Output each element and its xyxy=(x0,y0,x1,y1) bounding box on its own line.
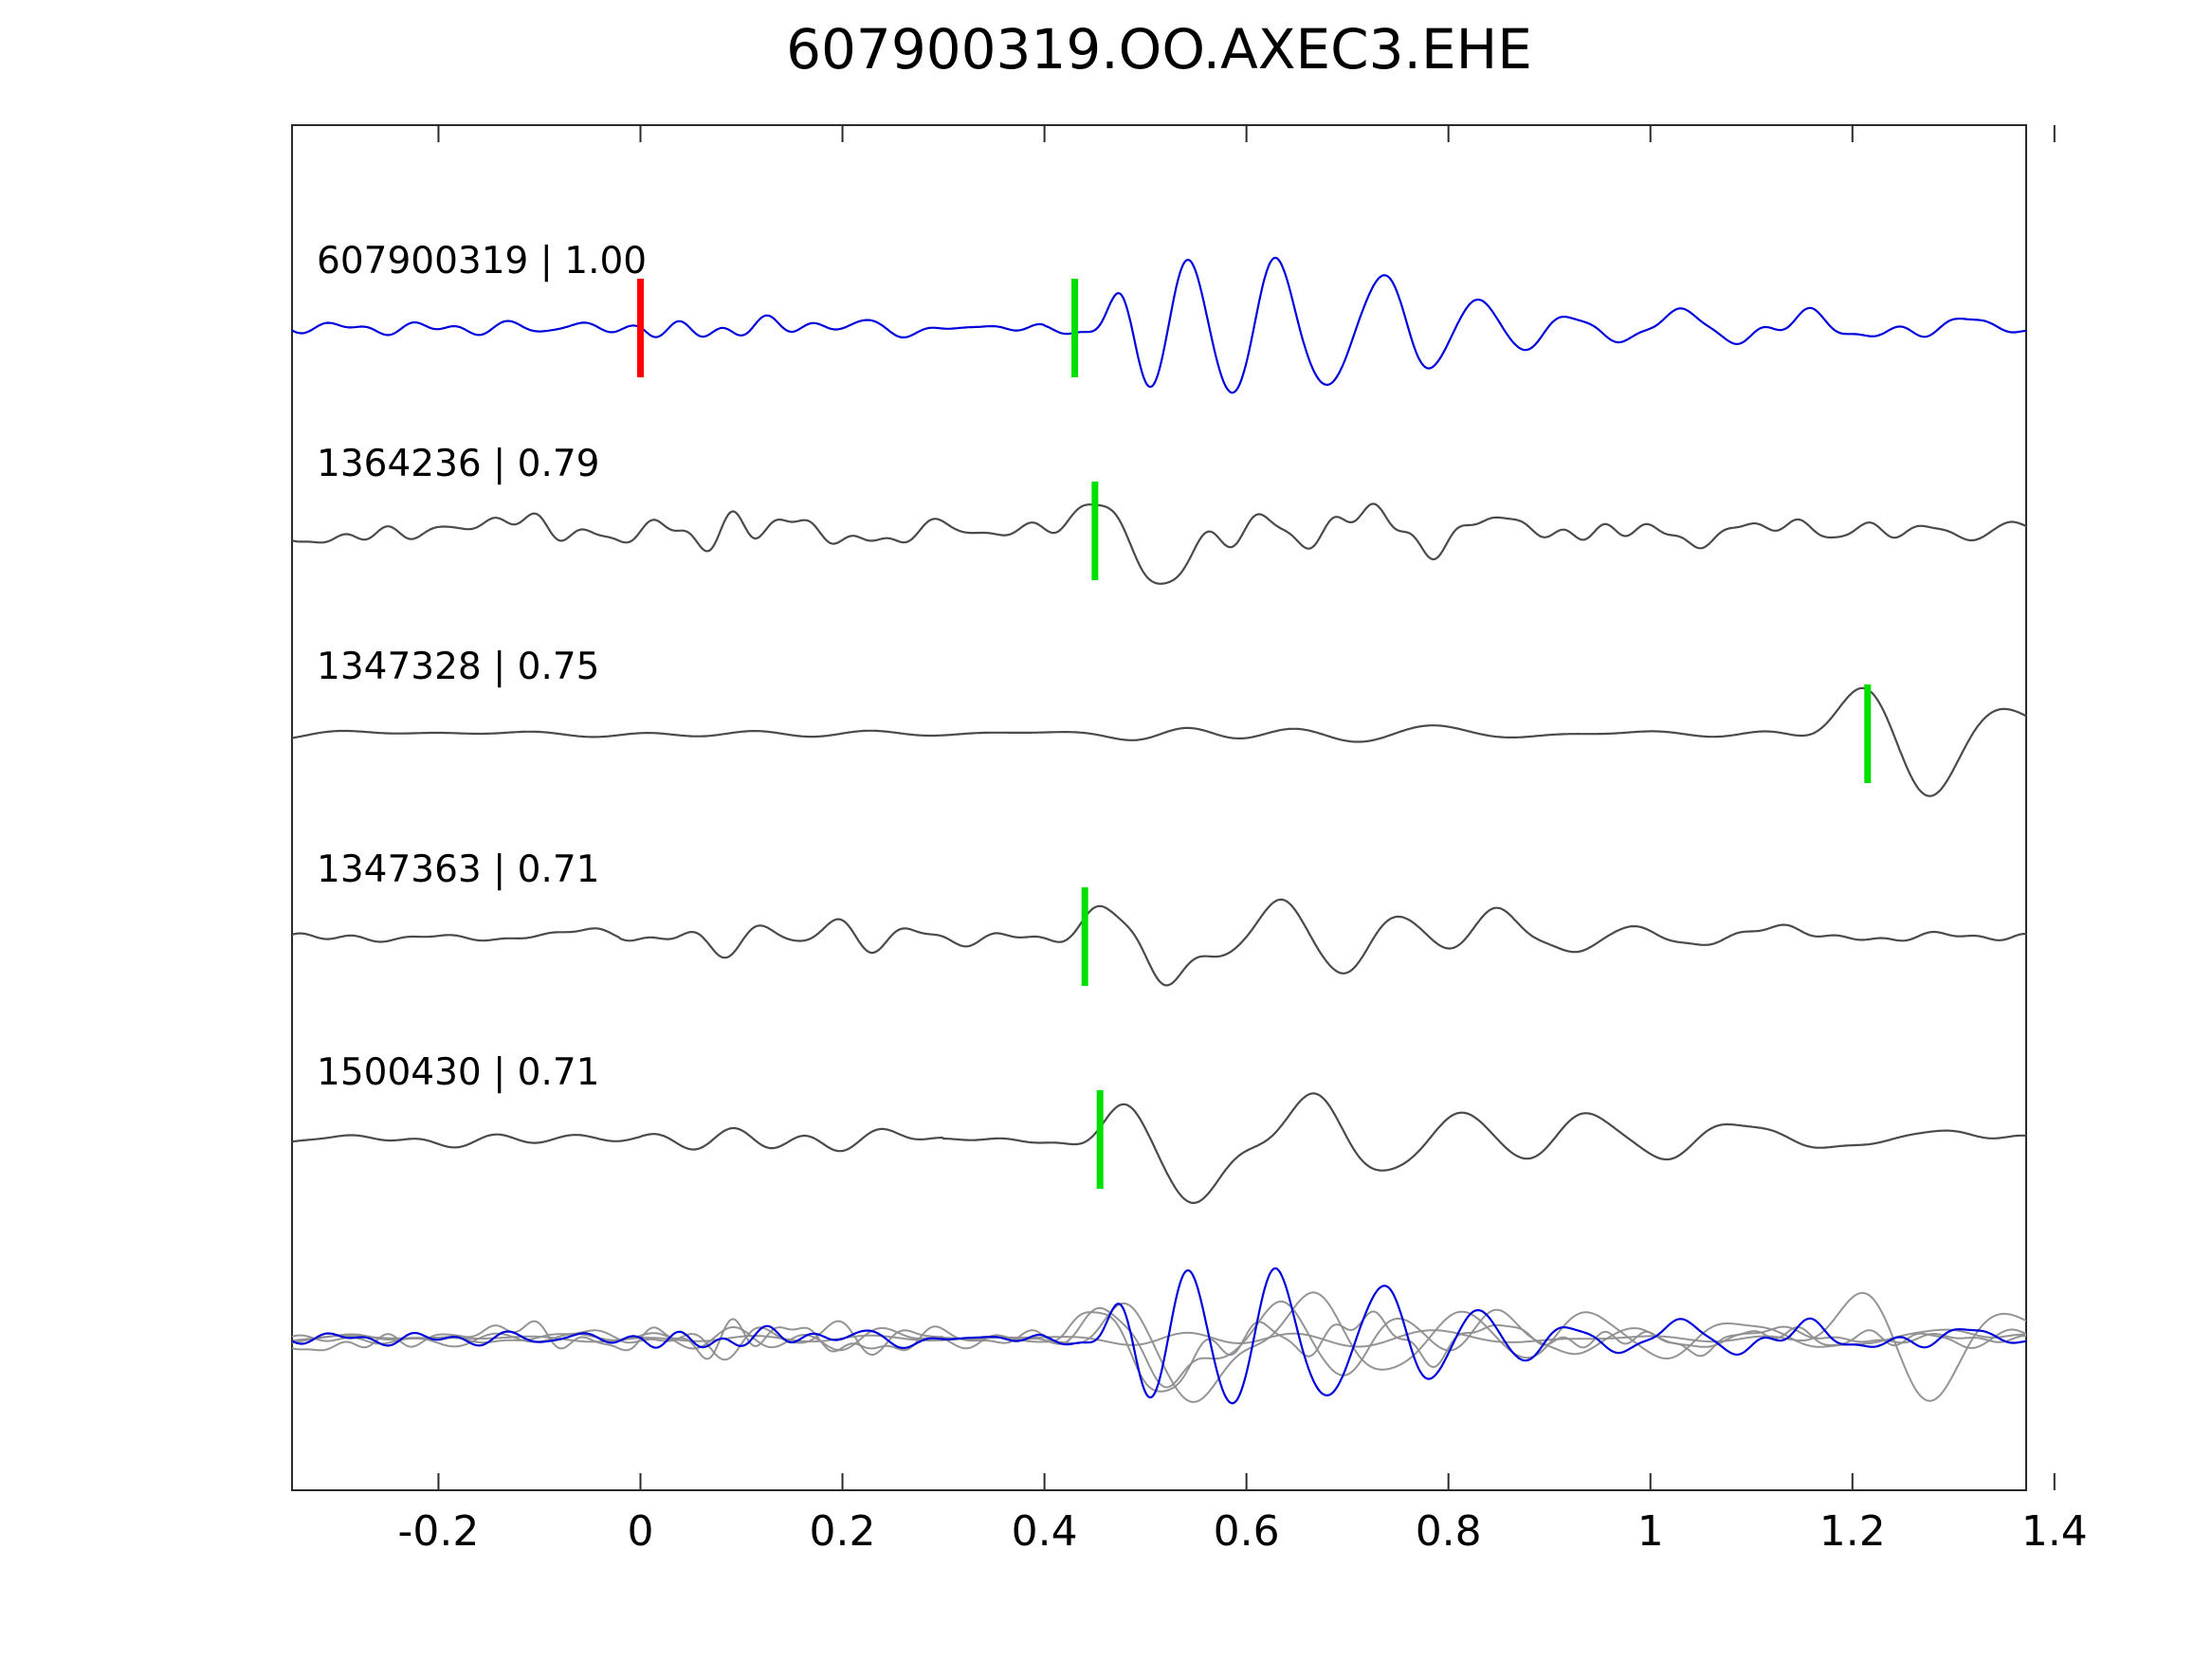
x-tick-label: 0.6 xyxy=(1214,1507,1280,1556)
waveform-trace-1500430 xyxy=(292,1092,2026,1205)
origin-marker-607900319 xyxy=(637,279,645,377)
x-tick-label: 1 xyxy=(1637,1507,1664,1556)
x-tick-label: 0.4 xyxy=(1012,1507,1078,1556)
x-tick-label: -0.2 xyxy=(398,1507,480,1556)
waveform-trace-607900319 xyxy=(292,256,2026,394)
pick-marker-1347363 xyxy=(1081,887,1088,986)
overlay-trace-1347363 xyxy=(292,1300,2026,1389)
waveform-trace-1347328 xyxy=(292,686,2026,797)
trace-label-1347328: 1347328 | 0.75 xyxy=(317,646,599,688)
waveform-trace-1347363 xyxy=(292,898,2026,987)
axes-frame xyxy=(291,124,2027,1491)
x-tick-label: 1.2 xyxy=(1819,1507,1886,1556)
overlay-trace-1500430 xyxy=(292,1291,2026,1403)
trace-label-1500430: 1500430 | 0.71 xyxy=(317,1051,599,1094)
pick-marker-607900319 xyxy=(1071,279,1079,377)
pick-marker-1500430 xyxy=(1096,1090,1104,1189)
x-tick-label: 0.8 xyxy=(1416,1507,1482,1556)
pick-marker-1347328 xyxy=(1864,684,1872,783)
waveform-trace-1364236 xyxy=(292,502,2026,585)
trace-label-1364236: 1364236 | 0.79 xyxy=(317,443,599,485)
trace-label-607900319: 607900319 | 1.00 xyxy=(317,240,647,283)
overlay-trace-1347328 xyxy=(292,1291,2026,1402)
x-tick-label: 1.4 xyxy=(2021,1507,2088,1556)
plot-title: 607900319.OO.AXEC3.EHE xyxy=(786,17,1532,82)
trace-label-1347363: 1347363 | 0.71 xyxy=(317,848,599,891)
x-tick-label: 0.2 xyxy=(810,1507,876,1556)
x-tick-label: 0 xyxy=(628,1507,654,1556)
overlay-trace-607900319 xyxy=(292,1267,2026,1405)
traces-group xyxy=(292,256,2026,1405)
pick-marker-1364236 xyxy=(1091,482,1099,580)
